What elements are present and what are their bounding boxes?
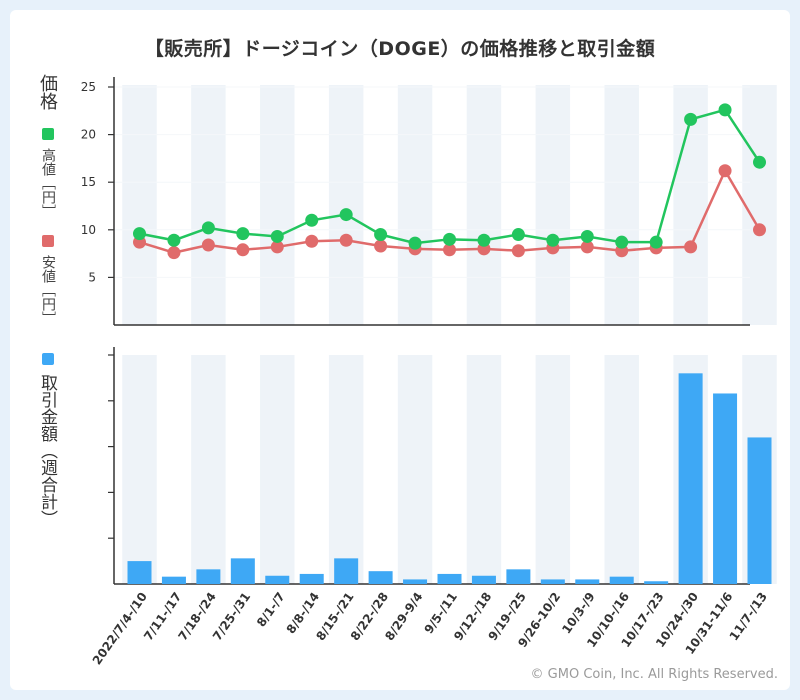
column-stripe xyxy=(397,355,433,584)
high-price-point xyxy=(477,233,491,247)
high-price-point xyxy=(580,229,594,243)
high-price-point xyxy=(615,235,629,249)
volume-bar xyxy=(265,575,290,584)
volume-bar xyxy=(609,576,634,584)
volume-bar xyxy=(506,569,531,584)
column-stripe xyxy=(122,355,157,584)
low-price-point xyxy=(201,238,215,252)
legend-volume-swatch xyxy=(42,353,54,365)
price-y-tick-label: 20 xyxy=(81,128,96,142)
copyright-text: © GMO Coin, Inc. All Rights Reserved. xyxy=(530,667,778,682)
low-price-point xyxy=(236,243,250,257)
high-price-point xyxy=(167,233,181,247)
legend-high-swatch xyxy=(42,128,54,140)
column-stripe xyxy=(328,85,364,325)
legend-low-swatch xyxy=(42,235,54,247)
high-price-point xyxy=(374,228,388,242)
x-category-label: 2022/7/4-/10 xyxy=(90,590,150,668)
price-axis-label: 価格 xyxy=(37,74,58,110)
column-stripe xyxy=(191,355,226,584)
high-price-point xyxy=(443,232,456,246)
high-price-point xyxy=(511,228,525,242)
high-price-point xyxy=(133,227,146,241)
high-price-point xyxy=(236,227,250,241)
low-price-point xyxy=(684,240,698,254)
low-price-point xyxy=(753,223,766,237)
high-price-point xyxy=(408,236,422,250)
high-price-point xyxy=(546,233,560,247)
volume-bar xyxy=(713,393,738,584)
column-stripe xyxy=(604,355,639,584)
column-stripe xyxy=(328,355,364,584)
column-stripe xyxy=(466,85,502,325)
volume-bar xyxy=(540,579,565,584)
column-stripe xyxy=(397,85,433,325)
high-price-point xyxy=(270,229,284,243)
low-price-point xyxy=(339,233,353,247)
high-price-point xyxy=(649,235,663,249)
volume-bar xyxy=(575,579,600,584)
column-stripe xyxy=(535,85,571,325)
column-stripe xyxy=(260,85,295,325)
volume-bar xyxy=(471,575,496,584)
volume-bar xyxy=(127,561,152,584)
low-price-point xyxy=(511,244,525,258)
volume-bar xyxy=(437,573,462,584)
high-price-point xyxy=(718,103,732,117)
column-stripe xyxy=(122,85,157,325)
low-price-point xyxy=(374,239,388,253)
low-price-point xyxy=(270,240,284,254)
low-price-point xyxy=(167,246,181,260)
price-y-tick-label: 10 xyxy=(81,223,96,237)
high-price-point xyxy=(305,213,319,227)
legend-high-label: 高値［円］ xyxy=(40,148,56,218)
volume-bar xyxy=(678,373,703,584)
low-price-point xyxy=(580,240,594,254)
volume-bar xyxy=(230,558,255,584)
volume-bar xyxy=(403,579,428,584)
volume-bar xyxy=(644,581,669,584)
column-stripe xyxy=(604,85,639,325)
high-price-point xyxy=(201,221,215,235)
volume-bar xyxy=(161,576,186,584)
price-y-tick-label: 15 xyxy=(81,175,96,189)
legend-volume-label: 取引金額（週合計） xyxy=(37,374,57,527)
volume-bar xyxy=(368,571,393,584)
column-stripe xyxy=(742,85,777,325)
column-stripe xyxy=(260,355,295,584)
high-price-point xyxy=(753,155,766,169)
column-stripe xyxy=(466,355,502,584)
legend-low-label: 安値［円］ xyxy=(40,255,56,325)
price-y-tick-label: 5 xyxy=(88,270,96,284)
volume-bar xyxy=(747,437,772,584)
high-price-point xyxy=(684,112,698,126)
x-category-label: 8/1-/7 xyxy=(254,590,288,630)
chart-title: 【販売所】ドージコイン（DOGE）の価格推移と取引金額 xyxy=(144,38,656,60)
volume-bar xyxy=(299,573,324,584)
price-y-tick-label: 25 xyxy=(81,80,96,94)
low-price-point xyxy=(443,243,456,257)
high-price-point xyxy=(339,208,353,222)
volume-bar xyxy=(196,569,221,584)
low-price-point xyxy=(718,164,732,178)
low-price-point xyxy=(305,234,319,248)
column-stripe xyxy=(191,85,226,325)
high-price-line xyxy=(139,108,761,245)
column-stripe xyxy=(535,355,571,584)
volume-bar xyxy=(334,558,359,584)
